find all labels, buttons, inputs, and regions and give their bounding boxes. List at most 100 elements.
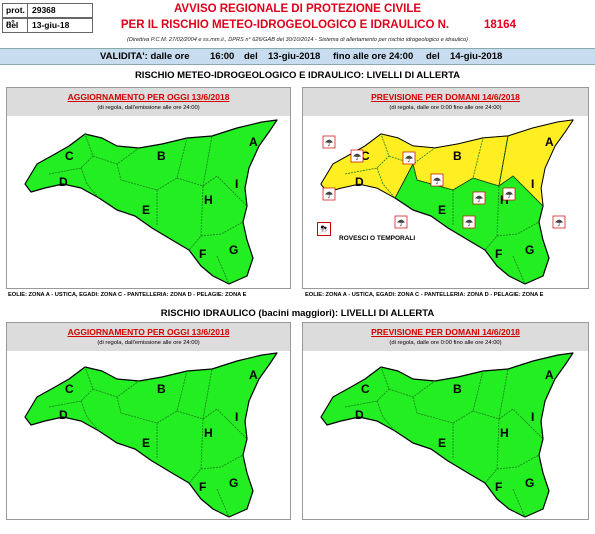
sicily-map: A B C D E F G H I [24,352,278,518]
yellow-alert-zones [320,119,574,208]
storm-legend-label: ROVESCI O TEMPORALI [339,235,416,242]
storm-icon [350,149,364,163]
storm-icon [472,191,486,205]
storm-legend-icon: ⛈ [317,222,331,236]
svg-text:D: D [59,408,68,422]
validity-label: VALIDITA': dalle ore [100,51,190,62]
validity-from-time: 16:00 [210,51,235,62]
date-row: del 13-giu-18 [2,18,93,33]
map-container: A B C D E F G H I ☂☂☂☂☂☂☂☂☂☂ [303,116,589,301]
svg-text:E: E [142,203,150,217]
idraulico-section-title: RISCHIO IDRAULICO (bacini maggiori): LIV… [160,308,435,319]
svg-text:A: A [249,368,258,382]
svg-text:C: C [361,382,370,396]
map-container: A B C D E F G H I [7,116,293,301]
panel-title: AGGIORNAMENTO PER OGGI 13/6/2018 [67,92,230,102]
validity-from-date: 13-giu-2018 [268,51,321,62]
storm-icon-glyph: ☂ [397,218,405,228]
svg-text:C: C [361,149,370,163]
validity-bar: VALIDITA': dalle ore 16:00 del 13-giu-20… [0,48,595,65]
storm-icon [462,215,476,229]
storm-icon [394,215,408,229]
svg-text:D: D [355,408,364,422]
svg-text:C: C [65,149,74,163]
svg-text:A: A [545,368,554,382]
date-label: del [2,18,28,33]
panel-meteo-tomorrow: PREVISIONE PER DOMANI 14/6/2018 (di rego… [302,87,589,289]
storm-icon-glyph: ☂ [433,176,441,186]
meteo-section-title: RISCHIO METEO-IDROGEOLOGICO E IDRAULICO:… [134,70,461,81]
validity-del-2: del [426,51,440,62]
svg-text:H: H [204,426,213,440]
svg-text:A: A [249,135,258,149]
svg-text:H: H [500,426,509,440]
validity-until: fino alle ore 24:00 [333,51,414,62]
svg-text:G: G [525,476,534,490]
panel-note: (di regola, dall'emissione alle ore 24:0… [97,340,200,346]
storm-icon [322,187,336,201]
panel-note: (di regola, dalle ore 0:00 fino alle ore… [389,105,502,111]
svg-text:I: I [235,410,238,424]
storm-icon-glyph: ☂ [475,194,483,204]
storm-icon-glyph: ☂ [325,190,333,200]
panel-title: PREVISIONE PER DOMANI 14/6/2018 [371,327,520,337]
sicily-map: A B C D E F G H I ☂☂☂☂☂☂☂☂☂☂ [320,119,574,285]
panel-idraulico-tomorrow: PREVISIONE PER DOMANI 14/6/2018 (di rego… [302,322,589,520]
svg-text:B: B [157,382,166,396]
protocol-number: 29368 [28,3,93,18]
page-subtitle: PER IL RISCHIO METEO-IDROGEOLOGICO E IDR… [120,19,450,31]
svg-text:E: E [438,203,446,217]
panel-header: AGGIORNAMENTO PER OGGI 13/6/2018 (di reg… [7,88,290,116]
storm-icon-glyph: ☂ [353,152,361,162]
svg-text:G: G [229,243,238,257]
islands-note-left: EOLIE: ZONA A - USTICA, EGADI: ZONA C - … [8,292,247,298]
svg-text:I: I [531,410,534,424]
panel-meteo-today: AGGIORNAMENTO PER OGGI 13/6/2018 (di reg… [6,87,291,289]
panel-idraulico-today: AGGIORNAMENTO PER OGGI 13/6/2018 (di reg… [6,322,291,520]
panel-note: (di regola, dalle ore 0:00 fino alle ore… [389,340,502,346]
svg-text:H: H [204,193,213,207]
svg-text:G: G [525,243,534,257]
validity-del-1: del [244,51,258,62]
svg-text:E: E [438,436,446,450]
svg-text:I: I [531,177,534,191]
storm-icon-glyph: ☂ [325,138,333,148]
sicily-map: A B C D E F G H I [24,119,278,285]
svg-text:B: B [453,382,462,396]
protocol-row: prot. n° 29368 [2,3,93,28]
map-container: A B C D E F G H I [7,349,293,534]
svg-text:I: I [235,177,238,191]
issue-date: 13-giu-18 [28,18,93,33]
protocol-label: prot. n° [2,3,28,28]
storm-icon [502,187,516,201]
validity-to-date: 14-giu-2018 [450,51,503,62]
sicily-map: A B C D E F G H I [320,352,574,518]
panel-header: AGGIORNAMENTO PER OGGI 13/6/2018 (di reg… [7,323,290,351]
storm-icon-glyph: ☂ [405,154,413,164]
svg-text:A: A [545,135,554,149]
svg-text:B: B [157,149,166,163]
svg-text:F: F [495,247,502,261]
storm-icon-glyph: ☂ [505,190,513,200]
svg-text:G: G [229,476,238,490]
svg-text:F: F [199,480,206,494]
storm-icon [552,215,566,229]
svg-text:D: D [355,175,364,189]
storm-icon-glyph: ☂ [465,218,473,228]
islands-note-right: EOLIE: ZONA A - USTICA, EGADI: ZONA C - … [305,292,544,298]
svg-text:E: E [142,436,150,450]
map-container: A B C D E F G H I [303,349,589,534]
svg-text:D: D [59,175,68,189]
directive-note: (Direttiva P.C.M. 27/02/2004 e ss.mm.ii.… [126,37,469,43]
storm-icon [430,173,444,187]
storm-icon-glyph: ☂ [555,218,563,228]
svg-text:B: B [453,149,462,163]
svg-text:C: C [65,382,74,396]
svg-text:F: F [199,247,206,261]
page-title: AVVISO REGIONALE DI PROTEZIONE CIVILE [173,3,422,15]
notice-number: 18164 [484,19,516,31]
storm-icon [322,135,336,149]
panel-title: PREVISIONE PER DOMANI 14/6/2018 [371,92,520,102]
panel-note: (di regola, dall'emissione alle ore 24:0… [97,105,200,111]
svg-text:F: F [495,480,502,494]
